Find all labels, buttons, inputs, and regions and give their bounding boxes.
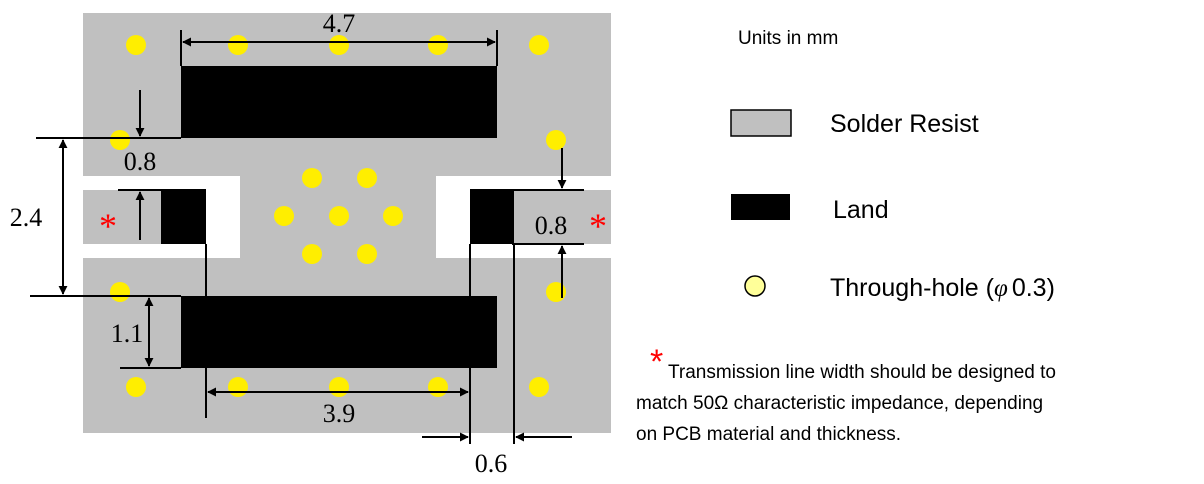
through-hole <box>546 130 566 150</box>
dimension-labels: 4.7 0.8 2.4 0.8 1.1 3.9 0.6 <box>10 9 568 478</box>
through-hole <box>302 168 322 188</box>
through-hole <box>302 244 322 264</box>
land-right-signal <box>470 190 514 244</box>
left-line-asterisk: * <box>99 206 117 246</box>
left-notch <box>83 176 240 258</box>
right-notch <box>436 176 611 258</box>
dim-total-height-label: 2.4 <box>10 203 43 232</box>
footprint-drawing <box>83 13 611 433</box>
through-hole <box>228 377 248 397</box>
impedance-note: * Transmission line width should be desi… <box>636 343 1056 445</box>
land-swatch <box>731 194 790 220</box>
right-transmission-line <box>514 190 611 244</box>
through-hole <box>428 35 448 55</box>
through-hole <box>357 168 377 188</box>
dim-pad-height-label: 1.1 <box>111 319 144 348</box>
through-hole <box>274 206 294 226</box>
through-hole <box>529 377 549 397</box>
through-hole <box>428 377 448 397</box>
legend: Units in mm Solder Resist Land Through-h… <box>730 28 1055 302</box>
note-line-1: Transmission line width should be design… <box>668 362 1056 383</box>
land-bottom <box>181 296 497 368</box>
through-hole <box>110 130 130 150</box>
land-top <box>181 66 497 138</box>
through-hole-swatch <box>744 275 766 297</box>
dim-top-width-label: 4.7 <box>323 9 356 38</box>
dimension-lines <box>30 30 584 444</box>
through-hole <box>126 377 146 397</box>
through-hole <box>529 35 549 55</box>
through-hole <box>126 35 146 55</box>
solder-resist-swatch <box>730 109 792 137</box>
through-hole <box>228 35 248 55</box>
through-hole <box>329 206 349 226</box>
through-hole <box>110 282 130 302</box>
through-hole <box>329 35 349 55</box>
left-transmission-line <box>83 190 161 244</box>
note-asterisk: * <box>650 343 663 381</box>
units-label: Units in mm <box>738 28 838 49</box>
right-line-asterisk: * <box>589 206 607 246</box>
land-left-signal <box>161 190 206 244</box>
note-line-2: match 50Ω characteristic impedance, depe… <box>636 393 1043 414</box>
through-hole <box>357 244 377 264</box>
dim-gap-top-label: 0.8 <box>124 147 157 176</box>
legend-solder-resist-label: Solder Resist <box>830 110 979 138</box>
through-hole <box>383 206 403 226</box>
dim-right-gap-label: 0.8 <box>535 211 568 240</box>
dim-pad-offset-label: 0.6 <box>475 449 508 478</box>
dim-bottom-width-label: 3.9 <box>323 399 356 428</box>
legend-through-hole-label: Through-hole (φ 0.3) <box>830 274 1055 302</box>
legend-land-label: Land <box>833 196 889 224</box>
note-line-3: on PCB material and thickness. <box>636 424 901 445</box>
through-hole <box>329 377 349 397</box>
